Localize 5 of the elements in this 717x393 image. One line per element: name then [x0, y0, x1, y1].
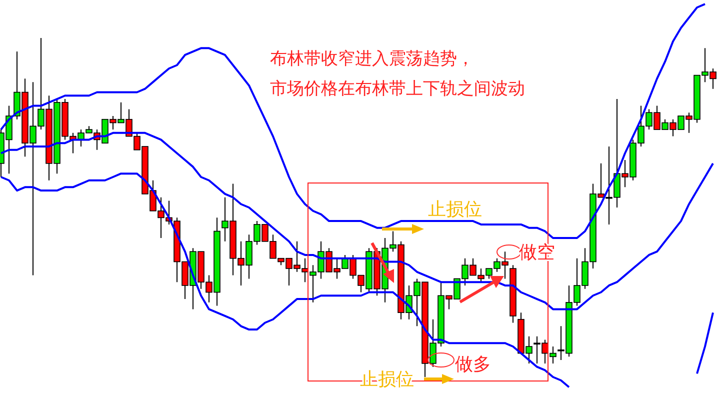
- text: 布林带收窄进入震荡趋势，: [270, 49, 474, 69]
- text: 市场价格在布林带上下轨之间波动: [270, 79, 525, 99]
- annotation: 做多: [455, 354, 491, 375]
- annotation: 止损位: [428, 199, 482, 220]
- candlestick: [550, 346, 556, 364]
